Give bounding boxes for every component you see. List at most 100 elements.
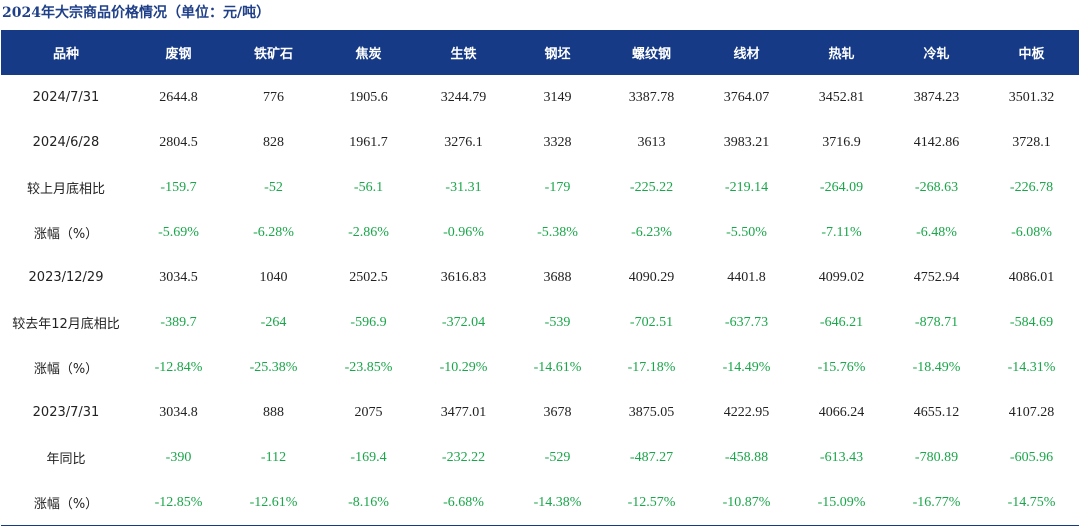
price-cell: 4090.29 [628,269,675,285]
change-cell: -226.78 [1009,179,1054,195]
change-cell: -14.38% [511,480,604,526]
header-row: 品种 废钢 铁矿石 焦炭 生铁 钢坯 螺纹钢 线材 热轧 冷轧 中板 [1,30,1079,75]
price-cell: 3613 [637,134,666,150]
change-cell: -390 [165,449,192,465]
change-cell: -232.22 [441,449,486,465]
price-cell: 3477.01 [440,404,487,420]
price-cell: 1961.7 [349,134,388,150]
change-cell: -219.14 [724,179,769,195]
change-cell: -15.76% [817,359,866,375]
change-cell: -169.4 [350,449,387,465]
change-cell: -780.89 [914,449,959,465]
header-cell-commodity: 钢坯 [511,30,604,75]
change-cell: -529 [544,449,571,465]
change-cell: -25.38% [249,359,298,375]
change-cell: -5.69% [158,224,199,240]
change-cell: -23.85% [344,359,393,375]
change-cell: -6.28% [253,224,294,240]
price-cell: 4401.8 [727,269,766,285]
table-row: 涨幅（%） -5.69% -6.28% -2.86% -0.96% -5.38% -6.23… [1,210,1079,255]
header-cell-commodity: 冷轧 [889,30,984,75]
table-row: 年同比 -390 -112 -169.4 -232.22 -529 -487.27 -458.… [1,435,1079,480]
change-cell: -605.96 [1009,449,1054,465]
row-label: 较上月底相比 [26,182,105,197]
change-cell: -6.08% [1011,224,1052,240]
price-cell: 3328 [543,134,572,150]
table-row: 较上月底相比 -159.7 -52 -56.1 -31.31 -179 -225.22 -21… [1,165,1079,210]
change-cell: -487.27 [629,449,674,465]
price-cell: 888 [263,404,284,420]
row-label: 涨幅（%） [1,480,131,526]
price-cell: 3387.78 [628,89,675,105]
change-cell: -613.43 [819,449,864,465]
price-cell: 3616.83 [440,269,487,285]
price-cell: 3034.5 [159,269,198,285]
change-cell: -584.69 [1009,314,1054,330]
change-cell: -14.31% [1007,359,1056,375]
row-label: 2024/7/31 [32,90,100,105]
change-cell: -10.29% [439,359,488,375]
change-cell: -15.09% [794,480,889,526]
change-cell: -2.86% [348,224,389,240]
price-cell: 4142.86 [913,134,960,150]
table-row: 2023/12/29 3034.5 1040 2502.5 3616.83 3688 409… [1,255,1079,300]
change-cell: -372.04 [441,314,486,330]
header-cell-commodity: 铁矿石 [226,30,321,75]
price-cell: 3149 [543,89,572,105]
change-cell: -31.31 [445,179,482,195]
change-cell: -702.51 [629,314,674,330]
row-label: 涨幅（%） [33,227,99,242]
header-cell-commodity: 废钢 [131,30,226,75]
change-cell: -159.7 [160,179,197,195]
price-cell: 3678 [543,404,572,420]
change-cell: -14.75% [984,480,1079,526]
row-label: 较去年12月底相比 [12,317,120,332]
change-cell: -6.23% [631,224,672,240]
change-cell: -112 [260,449,287,465]
price-cell: 2644.8 [159,89,198,105]
price-cell: 1040 [259,269,288,285]
price-cell: 3501.32 [1008,89,1055,105]
price-cell: 4066.24 [818,404,865,420]
table-body: 2024/7/31 2644.8 776 1905.6 3244.79 3149 3387.… [1,75,1079,526]
price-cell: 3276.1 [444,134,483,150]
change-cell: -5.50% [726,224,767,240]
price-cell: 3874.23 [913,89,960,105]
change-cell: -12.61% [226,480,321,526]
change-cell: -5.38% [537,224,578,240]
table-title: 2024年大宗商品价格情况（单位：元/吨） [2,5,271,21]
header-cell-commodity: 热轧 [794,30,889,75]
header-cell-commodity: 中板 [984,30,1079,75]
change-cell: -264 [260,314,287,330]
change-cell: -225.22 [629,179,674,195]
price-cell: 3764.07 [723,89,770,105]
price-cell: 3875.05 [628,404,675,420]
row-label: 年同比 [46,452,86,467]
change-cell: -8.16% [321,480,416,526]
change-cell: -389.7 [160,314,197,330]
change-cell: -52 [264,179,283,195]
change-cell: -596.9 [350,314,387,330]
change-cell: -0.96% [443,224,484,240]
table-row: 2023/7/31 3034.8 888 2075 3477.01 3678 3875.05… [1,390,1079,435]
price-cell: 776 [263,89,284,105]
change-cell: -539 [544,314,571,330]
price-cell: 1905.6 [349,89,388,105]
change-cell: -646.21 [819,314,864,330]
price-cell: 2804.5 [159,134,198,150]
change-cell: -7.11% [821,224,862,240]
change-cell: -17.18% [627,359,676,375]
row-label: 2024/6/28 [32,135,100,150]
table-row: 涨幅（%） -12.84% -25.38% -23.85% -10.29% -14.61%… [1,345,1079,390]
change-cell: -6.68% [416,480,511,526]
price-cell: 3034.8 [159,404,198,420]
price-cell: 2075 [354,404,383,420]
change-cell: -878.71 [914,314,959,330]
row-label: 2023/12/29 [28,270,104,285]
change-cell: -18.49% [912,359,961,375]
commodity-price-table: 品种 废钢 铁矿石 焦炭 生铁 钢坯 螺纹钢 线材 热轧 冷轧 中板 2024/7/31 2644.8… [1,30,1079,526]
price-cell: 4752.94 [913,269,960,285]
header-cell-commodity: 生铁 [416,30,511,75]
price-cell: 4099.02 [818,269,865,285]
header-cell-commodity: 螺纹钢 [604,30,699,75]
